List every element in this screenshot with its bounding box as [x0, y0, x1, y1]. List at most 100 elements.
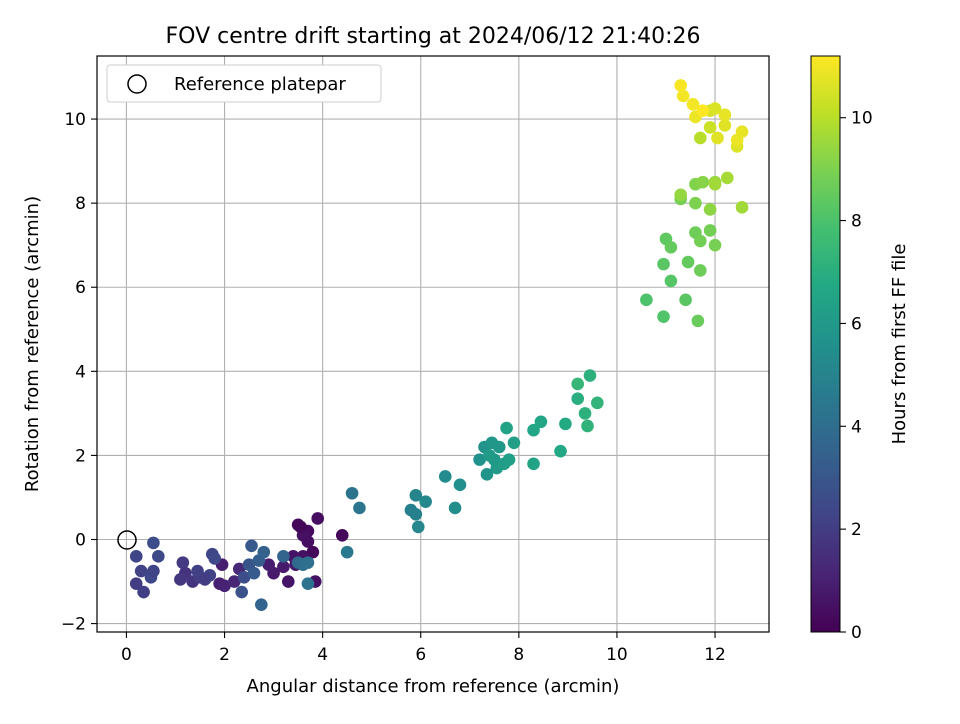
data-point: [335, 528, 349, 542]
colorbar-ticks: 0 2 4 6 8 10: [840, 109, 873, 643]
data-point: [664, 274, 678, 288]
data-point: [708, 102, 722, 115]
data-point: [691, 314, 705, 328]
data-point: [294, 520, 307, 534]
data-point: [473, 453, 486, 466]
data-point: [578, 407, 592, 420]
data-point: [657, 257, 670, 271]
data-point: [686, 98, 700, 111]
colorbar-tick-label: 8: [851, 212, 862, 232]
data-point: [735, 201, 749, 214]
data-point: [694, 234, 707, 248]
data-point: [228, 575, 241, 588]
data-point: [703, 203, 717, 216]
y-tick-label: 10: [64, 110, 86, 130]
data-point: [534, 415, 548, 429]
data-point: [262, 558, 275, 572]
y-tick-label: 2: [75, 446, 86, 466]
grid: [97, 56, 769, 632]
data-point: [483, 449, 496, 462]
data-point: [694, 264, 707, 277]
y-axis-label: Rotation from reference (arcmin): [22, 196, 43, 492]
data-point: [255, 598, 268, 611]
data-point: [134, 564, 148, 578]
x-tick-label: 12: [704, 645, 726, 665]
data-point: [306, 545, 320, 559]
data-point: [527, 423, 540, 437]
x-tick-label: 0: [121, 645, 132, 665]
data-point: [174, 573, 187, 586]
y-tick-label: 6: [75, 278, 86, 298]
y-tick-label: −2: [61, 615, 86, 635]
data-point: [448, 501, 462, 515]
data-point: [247, 566, 261, 580]
data-point: [696, 104, 710, 117]
data-point: [721, 171, 734, 185]
colorbar-tick-label: 6: [851, 314, 862, 334]
plot-frame: [96, 55, 770, 633]
data-point: [208, 552, 222, 565]
data-point: [480, 468, 494, 481]
data-point: [409, 489, 423, 502]
data-point: [703, 121, 717, 134]
legend: Reference platepar: [106, 64, 382, 103]
data-point: [674, 188, 688, 202]
data-point: [453, 478, 467, 492]
x-tick-label: 10: [606, 645, 628, 665]
data-point: [492, 440, 506, 454]
x-axis-ticks: 0 2 4 6 8 10 12: [121, 632, 726, 665]
data-point: [708, 238, 722, 252]
data-point: [218, 579, 231, 593]
data-point: [735, 125, 749, 138]
data-point: [301, 577, 315, 590]
data-point: [583, 369, 597, 382]
data-point: [591, 396, 604, 410]
data-point: [301, 556, 315, 569]
y-tick-label: 0: [75, 531, 86, 551]
data-point: [703, 224, 717, 237]
data-point: [554, 444, 567, 458]
data-point: [311, 512, 325, 525]
data-point: [198, 573, 212, 586]
data-point: [176, 556, 190, 569]
y-tick-label: 4: [75, 362, 86, 382]
data-point: [674, 79, 688, 92]
data-point: [419, 495, 432, 508]
legend-box: [106, 64, 382, 103]
colorbar: 0 2 4 6 8 10 Hours from first FF file: [810, 55, 910, 643]
data-point: [581, 419, 594, 433]
data-point: [147, 564, 160, 578]
data-point: [694, 131, 707, 145]
data-point: [257, 545, 271, 559]
data-point: [640, 293, 653, 307]
data-point: [708, 177, 722, 191]
data-point: [500, 421, 513, 435]
data-point: [676, 89, 690, 103]
data-point: [718, 119, 732, 132]
data-point: [559, 417, 572, 431]
y-tick-label: 8: [75, 194, 86, 214]
x-tick-label: 8: [513, 645, 524, 665]
colorbar-label: Hours from first FF file: [889, 244, 910, 445]
legend-marker-open-circle: [127, 74, 147, 94]
data-point: [718, 108, 732, 122]
data-point: [571, 377, 585, 391]
data-point: [245, 539, 258, 553]
data-point: [277, 560, 290, 574]
data-point: [664, 240, 678, 254]
data-point: [237, 571, 251, 584]
data-point: [191, 564, 204, 578]
data-point: [129, 577, 143, 590]
data-point: [527, 457, 540, 471]
data-point: [340, 545, 354, 559]
data-point: [129, 550, 143, 563]
data-point: [571, 392, 585, 405]
colorbar-tick-label: 2: [851, 520, 862, 540]
x-tick-label: 4: [317, 645, 328, 665]
data-point: [137, 585, 150, 599]
data-point: [147, 536, 160, 550]
x-tick-label: 6: [415, 645, 426, 665]
data-point: [502, 453, 516, 466]
